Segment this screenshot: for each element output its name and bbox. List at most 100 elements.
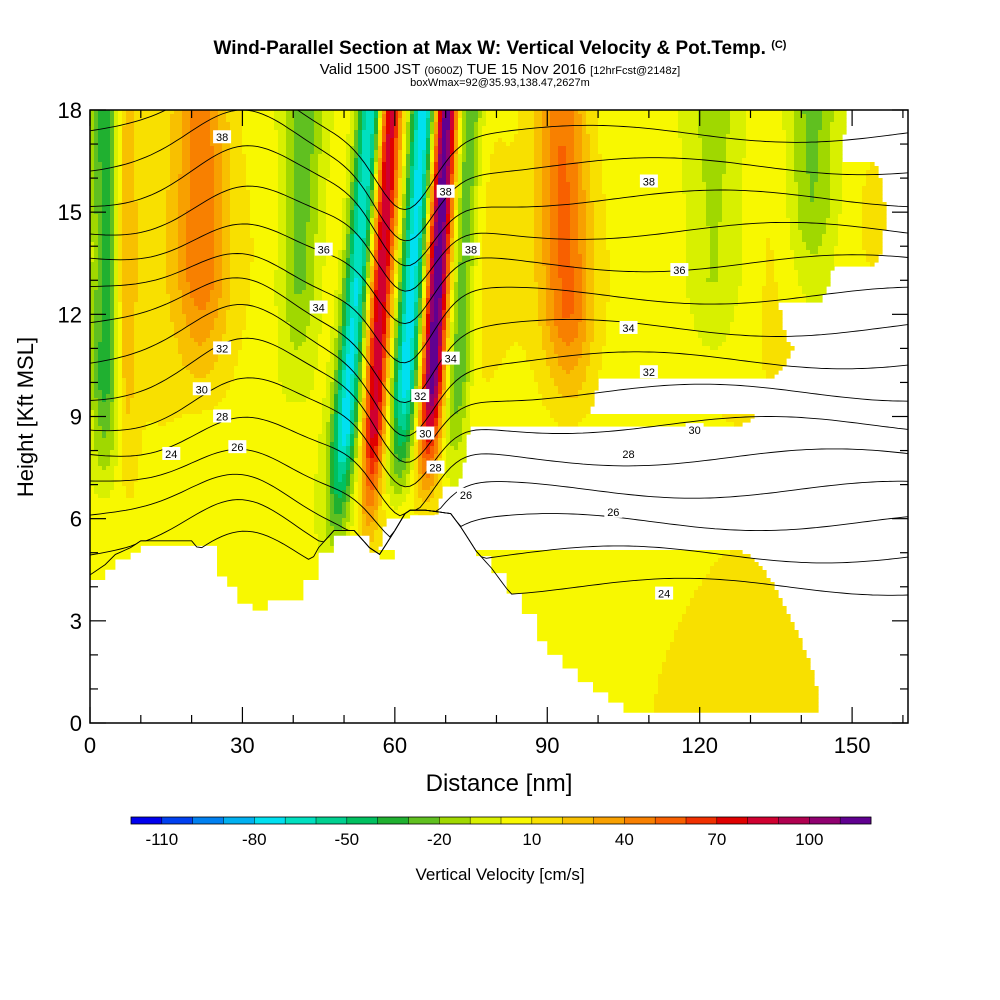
x-tick-labels: 0 30 60 90 120 150 — [84, 733, 871, 758]
theta-contour — [90, 223, 908, 325]
contour-label: 38 — [213, 130, 232, 144]
theta-contour — [90, 473, 908, 556]
colorbar-swatch — [346, 817, 378, 824]
y-tick-label: 6 — [70, 507, 82, 532]
colorbar-tick-label: -110 — [145, 830, 178, 849]
theta-contour — [90, 145, 908, 267]
chart-title: Wind-Parallel Section at Max W: Vertical… — [213, 38, 787, 59]
theta-contour — [90, 110, 908, 242]
y-tick-labels: 0 3 6 9 12 15 18 — [58, 98, 82, 736]
contour-label: 32 — [411, 389, 430, 403]
theta-contour — [90, 110, 908, 211]
colorbar-tick-labels: -110 -80 -50 -20 10 40 70 100 — [145, 830, 823, 849]
y-tick-label: 18 — [58, 98, 82, 123]
y-tick-label: 12 — [58, 302, 82, 327]
contour-label: 34 — [441, 351, 460, 366]
contour-label: 34 — [309, 300, 328, 315]
valid-date: TUE 15 Nov 2016 — [466, 61, 586, 78]
x-axis-label: Distance [nm] — [426, 770, 573, 797]
contour-label: 30 — [192, 382, 211, 396]
contour-label: 28 — [619, 446, 638, 461]
colorbar-tick-label: 10 — [522, 830, 541, 849]
contour-label: 26 — [456, 487, 475, 502]
theta-contour — [90, 185, 908, 292]
colorbar-swatch — [686, 817, 718, 824]
theta-contour — [90, 253, 908, 364]
colorbar-swatch — [223, 817, 255, 824]
colorbar-swatch — [501, 817, 533, 824]
potential-temperature-contours — [90, 110, 908, 596]
colorbar-tick-label: 100 — [795, 830, 823, 849]
contour-label: 24 — [162, 446, 181, 461]
theta-contour — [90, 304, 908, 437]
x-tick-label: 30 — [230, 733, 254, 758]
copyright-mark: (C) — [771, 39, 787, 51]
chart-subtitle: Valid 1500 JST (0600Z) TUE 15 Nov 2016 [… — [0, 61, 1000, 78]
colorbar-swatch — [778, 817, 810, 824]
colorbar-swatch — [747, 817, 779, 824]
contour-label: 26 — [228, 440, 247, 454]
valid-time: Valid 1500 JST — [319, 61, 421, 78]
x-tick-label: 90 — [535, 733, 559, 758]
colorbar — [130, 816, 872, 825]
contour-label: 38 — [639, 174, 658, 189]
contour-label: 28 — [426, 460, 445, 475]
colorbar-swatch — [593, 817, 625, 824]
y-tick-label: 15 — [58, 200, 82, 225]
contour-label: 26 — [604, 504, 623, 519]
colorbar-swatch — [470, 817, 502, 824]
colorbar-swatch — [131, 817, 163, 824]
colorbar-swatch — [316, 817, 348, 824]
contour-label: 30 — [685, 423, 704, 437]
colorbar-swatch — [161, 817, 193, 824]
colorbar-swatch — [624, 817, 656, 824]
box-info: boxWmax=92@35.93,138.47,2627m — [410, 77, 590, 89]
x-tick-label: 0 — [84, 733, 96, 758]
y-tick-label: 9 — [70, 405, 82, 430]
colorbar-tick-label: 40 — [615, 830, 634, 849]
colorbar-swatch — [655, 817, 687, 824]
contour-label: 24 — [655, 586, 674, 601]
y-axis-label: Height [Kft MSL] — [13, 337, 38, 497]
theta-contour — [90, 277, 908, 404]
contour-label: 32 — [213, 341, 232, 355]
x-tick-label: 120 — [681, 733, 718, 758]
y-tick-label: 0 — [70, 711, 82, 736]
colorbar-swatch — [254, 817, 286, 824]
contour-label: 38 — [436, 184, 455, 199]
colorbar-label: Vertical Velocity [cm/s] — [415, 865, 584, 884]
colorbar-swatch — [439, 817, 471, 824]
colorbar-swatch — [285, 817, 317, 824]
theta-contour — [90, 377, 908, 488]
colorbar-swatch — [840, 817, 872, 824]
colorbar-swatch — [192, 817, 224, 824]
colorbar-swatch — [562, 817, 594, 824]
contour-label: 36 — [314, 242, 333, 257]
y-tick-label: 3 — [70, 609, 82, 634]
contour-label: 30 — [416, 426, 435, 441]
colorbar-swatch — [716, 817, 748, 824]
axis-ticks — [89, 109, 908, 724]
theta-contour — [90, 509, 908, 596]
colorbar-swatch — [809, 817, 841, 824]
contour-label: 32 — [639, 365, 658, 379]
contour-label: 38 — [462, 242, 481, 257]
colorbar-swatch — [408, 817, 440, 824]
colorbar-tick-label: 70 — [707, 830, 726, 849]
forecast-info: [12hrFcst@2148z] — [590, 65, 681, 77]
theta-contour — [90, 448, 908, 538]
valid-utc: (0600Z) — [424, 65, 463, 77]
terrain-mask — [90, 515, 908, 723]
colorbar-tick-label: -50 — [335, 830, 360, 849]
contour-label: 34 — [619, 320, 638, 335]
x-tick-label: 150 — [834, 733, 871, 758]
colorbar-swatch — [531, 817, 563, 824]
theta-contour — [90, 499, 908, 564]
colorbar-tick-label: -80 — [242, 830, 267, 849]
contour-label: 28 — [213, 409, 232, 424]
colorbar-swatch — [377, 817, 409, 824]
colorbar-tick-label: -20 — [427, 830, 452, 849]
